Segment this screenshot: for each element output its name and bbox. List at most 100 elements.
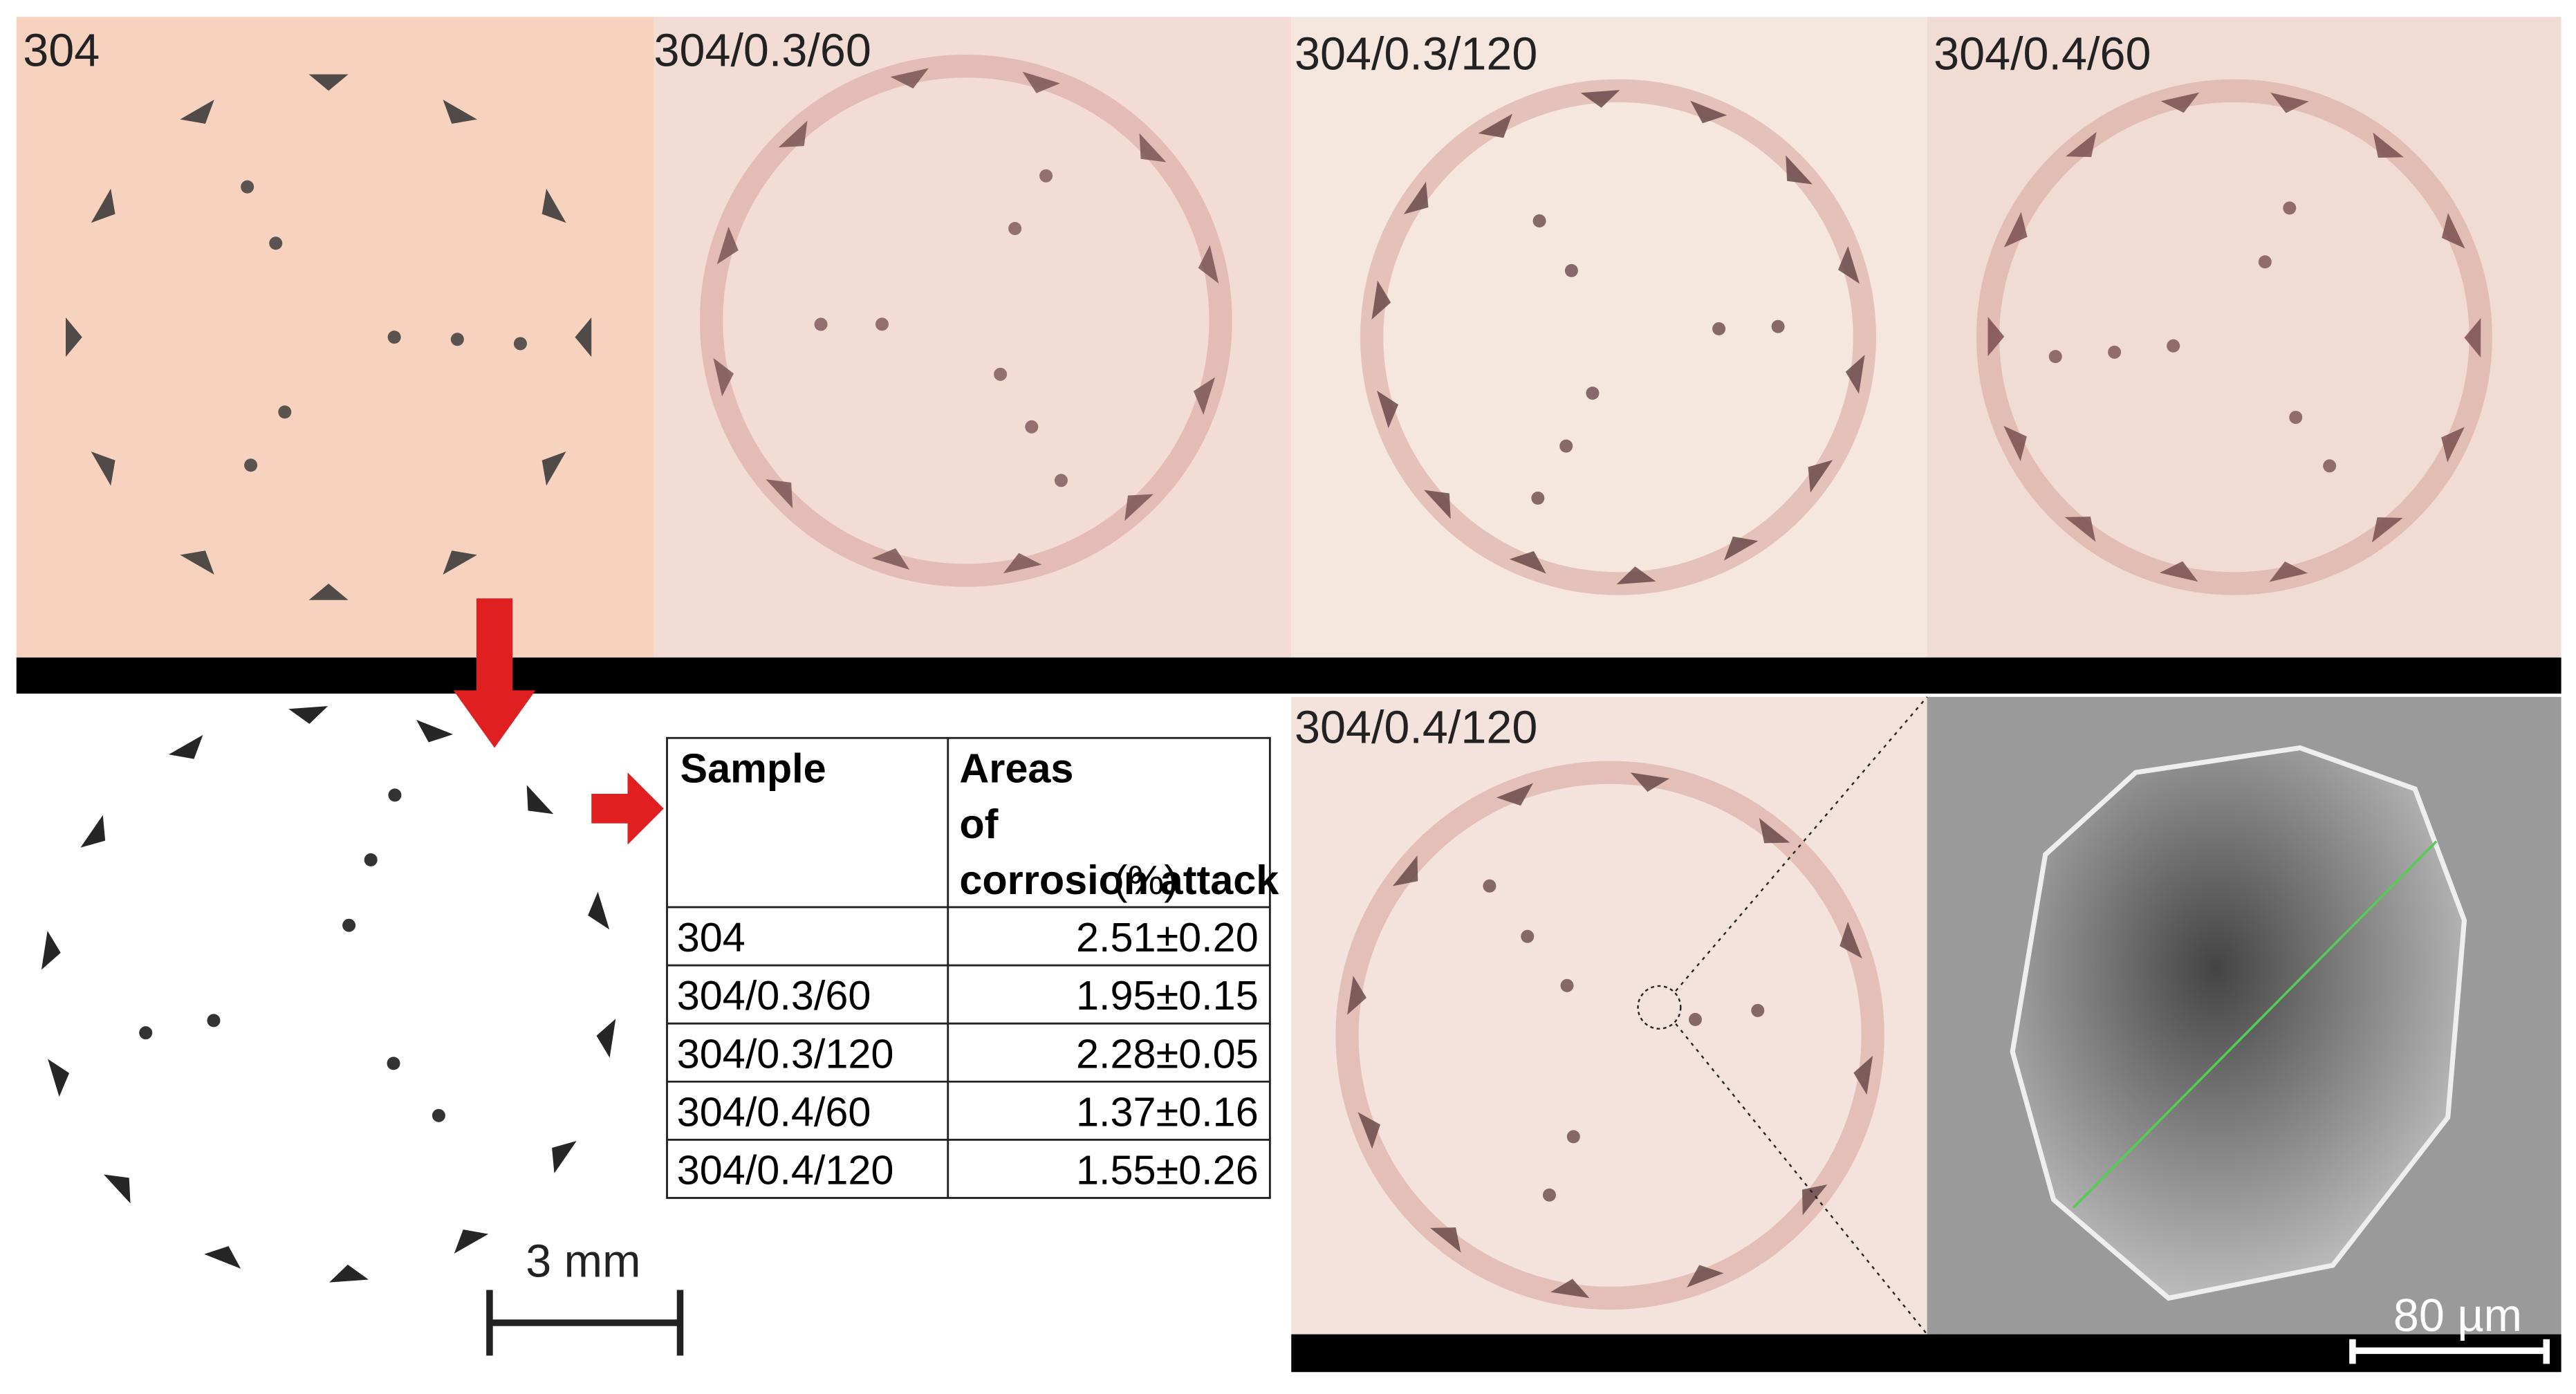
arrow-right [591, 772, 664, 845]
pit [1054, 474, 1068, 487]
pit [1198, 245, 1219, 284]
pit [1987, 317, 2005, 357]
pit [552, 1140, 577, 1173]
pit [2441, 213, 2465, 249]
table-cell: 304/0.3/120 [677, 1030, 894, 1077]
table-header: Areas of corrosion attack [959, 745, 1279, 903]
pit [139, 1026, 153, 1040]
pit [2464, 317, 2481, 357]
pit [2160, 92, 2200, 113]
pit [713, 357, 734, 397]
pit [207, 1014, 221, 1028]
pit [716, 226, 739, 265]
pit [1509, 551, 1546, 574]
pit [1723, 536, 1759, 561]
pit [2373, 132, 2404, 158]
pit [2258, 255, 2272, 269]
table-header: Sample [680, 745, 826, 791]
table-cell: 1.95±0.15 [1076, 972, 1259, 1019]
pit [1586, 387, 1600, 400]
pit [66, 317, 82, 357]
pit [288, 706, 328, 724]
pit [450, 333, 464, 346]
pit [1496, 783, 1533, 806]
pit [204, 1246, 241, 1269]
pit [80, 815, 106, 848]
pit [1532, 214, 1546, 227]
pit [2064, 517, 2096, 542]
table-cell: 2.51±0.20 [1076, 914, 1259, 960]
pit [1840, 921, 1862, 959]
pit [387, 331, 401, 344]
pit [2167, 339, 2180, 353]
pit [278, 405, 292, 419]
pit [1025, 420, 1039, 434]
table: Sample Areas of corrosion attack(%) 304 2.51… [666, 736, 1279, 1199]
zoom-circle [1637, 985, 1682, 1030]
micrograph [1291, 696, 1927, 1335]
pit [388, 788, 402, 802]
pit [2003, 425, 2027, 462]
pit [180, 100, 214, 124]
table-cell: 1.37±0.16 [1076, 1088, 1259, 1135]
pit [814, 317, 828, 331]
micrograph [654, 17, 1292, 658]
pit [1424, 490, 1451, 519]
pit [778, 120, 808, 148]
pit [1003, 552, 1042, 574]
pit [2372, 517, 2403, 543]
info-bars [16, 657, 2561, 1373]
pit [1560, 978, 1574, 992]
pit [2003, 212, 2028, 248]
panel-label: 304/0.3/60 [654, 26, 871, 77]
pit [2270, 92, 2309, 113]
table-cell: 304/0.4/60 [677, 1088, 871, 1135]
pit [1193, 377, 1216, 415]
table-unit: (%) [1114, 857, 1178, 903]
pit [2289, 411, 2303, 425]
pit [1712, 322, 1726, 335]
zoom-line [1675, 696, 1928, 992]
pit [1845, 355, 1865, 394]
pit [2441, 427, 2465, 463]
pit [1837, 245, 1860, 284]
pit [1478, 113, 1513, 138]
pit [180, 550, 214, 575]
scale-label: 80 µm [2393, 1290, 2522, 1341]
pit [1483, 879, 1497, 893]
pit [1759, 817, 1790, 844]
pit [1358, 1112, 1380, 1149]
pit [1542, 1188, 1556, 1202]
pit [2108, 345, 2122, 359]
panels [16, 17, 2561, 1373]
pit [1564, 263, 1578, 277]
pit [588, 891, 610, 930]
binary-image [16, 696, 658, 1338]
zoom-line [1675, 1023, 1928, 1335]
pit [432, 1108, 445, 1122]
scale-bar [2349, 1339, 2550, 1364]
pit [2048, 350, 2062, 364]
sem-pit [2010, 745, 2467, 1301]
pit [1853, 1055, 1873, 1095]
micrograph [1927, 17, 2561, 658]
pit [1371, 280, 1391, 320]
pit [1580, 90, 1620, 108]
pit [416, 719, 454, 743]
pit [1808, 460, 1833, 493]
pit [1566, 1130, 1580, 1144]
pit [2066, 131, 2097, 158]
measure-line [2072, 840, 2438, 1209]
pit [91, 451, 115, 486]
micrograph [1291, 17, 1927, 658]
pit [596, 1019, 616, 1058]
pit [1429, 1227, 1461, 1253]
pit [41, 931, 61, 970]
pit [308, 583, 349, 600]
pit [994, 367, 1008, 381]
pit [1550, 1279, 1590, 1299]
pit [1531, 491, 1545, 505]
table-cell: 304 [677, 914, 745, 960]
scale-label: 3 mm [526, 1236, 640, 1287]
pit [2283, 201, 2297, 215]
